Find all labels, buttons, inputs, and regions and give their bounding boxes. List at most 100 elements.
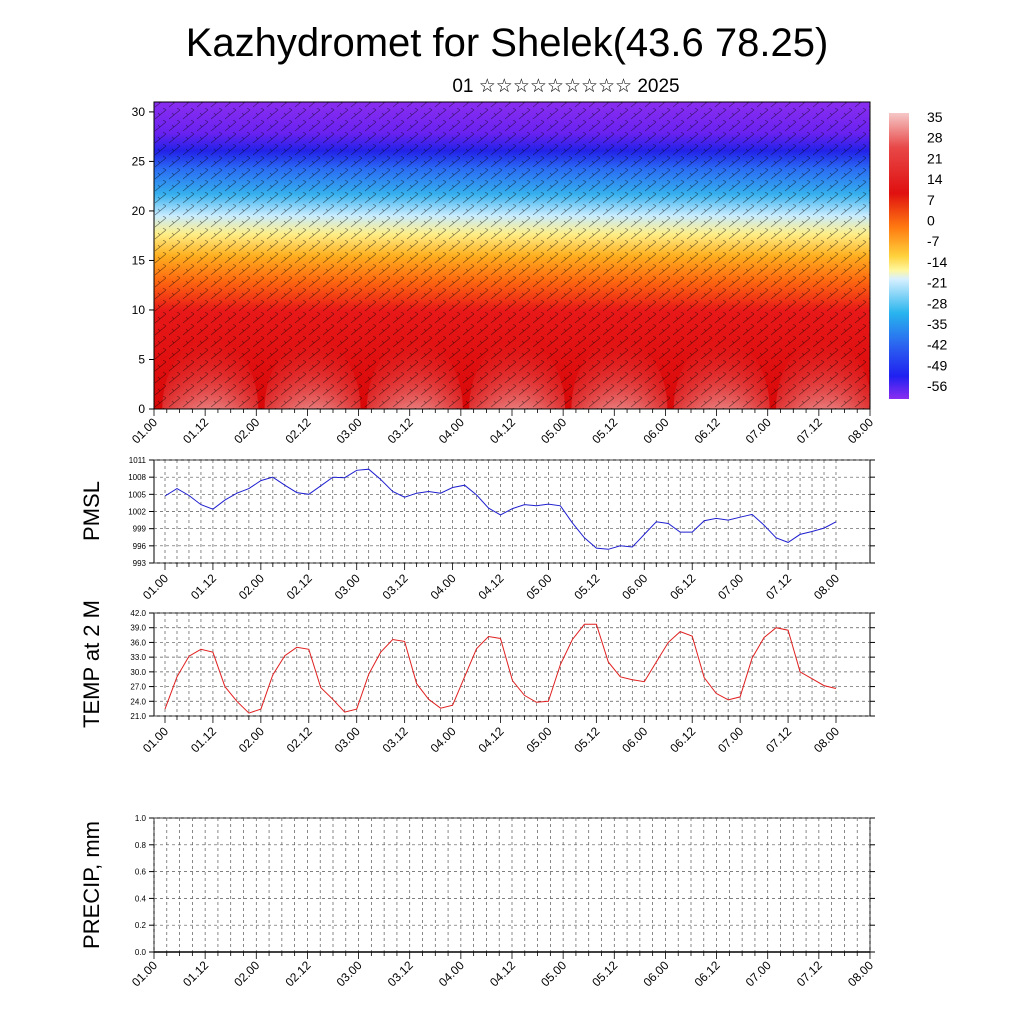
temp-y-tick-label: 30.0 xyxy=(130,668,146,677)
pmsl-x-tick-label: 04.00 xyxy=(428,571,459,602)
cross-section-y-tick-label: 0 xyxy=(138,402,145,416)
precip-x-tick-label: 01.00 xyxy=(129,958,160,989)
pmsl-x-tick-label: 06.12 xyxy=(667,571,698,602)
cross-section-x-tick-label: 04.12 xyxy=(487,415,518,446)
pmsl-series-line xyxy=(164,468,837,550)
colorbar-label: -28 xyxy=(927,295,947,311)
colorbar: 35 28 21 14 7 0 -7 -14 -21 -28 -35 -42 -49 -56 xyxy=(889,109,947,399)
cross-section-x-tick-label: 04.00 xyxy=(436,415,467,446)
colorbar-label: -7 xyxy=(927,233,940,249)
temp-x-tick-label: 01.12 xyxy=(188,724,219,755)
colorbar-label: -21 xyxy=(927,275,947,291)
temp-y-tick-label: 27.0 xyxy=(130,683,146,692)
cross-section-y-tick-label: 10 xyxy=(132,303,146,317)
precip-y-tick-label: 0.2 xyxy=(135,921,147,930)
temp-x-tick-label: 02.12 xyxy=(284,724,315,755)
precip-x-tick-label: 05.12 xyxy=(589,958,620,989)
temp-y-tick-label: 42.0 xyxy=(130,609,146,618)
cross-section-x-tick-label: 01.00 xyxy=(129,415,160,446)
temp-x-tick-label: 05.12 xyxy=(571,724,602,755)
pmsl-panel: 993 996 999 1002 1005 1008 1011 01.00 01.12 02.0… xyxy=(79,456,875,602)
precip-x-axis: 01.00 01.12 02.00 02.12 03.00 03.12 04.00 04.12… xyxy=(129,952,876,989)
pmsl-y-axis: 993 996 999 1002 1005 1008 1011 xyxy=(128,456,875,568)
cross-section-x-tick-label: 02.00 xyxy=(231,415,262,446)
pmsl-x-tick-label: 04.12 xyxy=(475,571,506,602)
pmsl-grid xyxy=(154,459,870,564)
temp-x-tick-label: 07.00 xyxy=(715,724,746,755)
pmsl-y-tick-label: 993 xyxy=(133,559,147,568)
precip-panel: 0.00.20.40.60.81.0 01.00 01.12 02.00 02.12 0… xyxy=(79,814,876,989)
precip-grid xyxy=(153,817,871,953)
cross-section-x-tick-label: 03.12 xyxy=(385,415,416,446)
colorbar-label: -56 xyxy=(927,378,947,394)
temp-series-line xyxy=(164,623,837,714)
temp-y-tick-label: 36.0 xyxy=(130,638,146,647)
pmsl-x-tick-label: 05.00 xyxy=(523,571,554,602)
pmsl-x-tick-label: 01.00 xyxy=(140,571,171,602)
page-subtitle: 01 ☆☆☆☆☆☆☆☆☆ 2025 xyxy=(452,76,679,97)
cross-section-y-tick-label: 15 xyxy=(132,253,146,267)
pmsl-axis-label: PMSL xyxy=(79,481,104,541)
colorbar-labels: 35 28 21 14 7 0 -7 -14 -21 -28 -35 -42 -49 -56 xyxy=(927,109,947,394)
temp-x-tick-label: 03.00 xyxy=(332,724,363,755)
cross-section-x-tick-label: 06.00 xyxy=(640,415,671,446)
colorbar-label: 28 xyxy=(927,130,943,146)
temp-y-tick-label: 24.0 xyxy=(130,697,146,706)
precip-axis-label: PRECIP, mm xyxy=(79,821,104,949)
cross-section-x-tick-label: 06.12 xyxy=(692,415,723,446)
wind-barbs-field xyxy=(154,102,870,409)
colorbar-label: -49 xyxy=(927,357,947,373)
cross-section-y-tick-label: 20 xyxy=(132,204,146,218)
temp-y-tick-label: 39.0 xyxy=(130,624,146,633)
pmsl-x-tick-label: 03.12 xyxy=(380,571,411,602)
precip-y-tick-label: 1.0 xyxy=(135,814,147,823)
colorbar-label: -35 xyxy=(927,316,947,332)
precip-x-tick-label: 02.00 xyxy=(231,958,262,989)
temp-x-tick-label: 06.00 xyxy=(619,724,650,755)
cross-section-y-tick-label: 25 xyxy=(132,154,146,168)
temp-panel: 21.0 24.0 27.0 30.0 33.0 36.0 39.0 42.0 01.00 01… xyxy=(79,600,875,755)
temp-y-tick-label: 33.0 xyxy=(130,653,146,662)
cross-section-x-tick-label: 02.12 xyxy=(282,415,313,446)
precip-y-axis: 0.0 0.2 0.4 0.6 0.8 1.0 xyxy=(135,814,875,957)
precip-x-tick-label: 03.12 xyxy=(385,958,416,989)
cross-section-x-tick-label: 07.00 xyxy=(743,415,774,446)
pmsl-y-tick-label: 996 xyxy=(133,542,147,551)
precip-x-tick-label: 02.12 xyxy=(282,958,313,989)
colorbar-label: 21 xyxy=(927,150,943,166)
pmsl-y-tick-label: 1005 xyxy=(128,490,146,499)
temp-x-tick-label: 02.00 xyxy=(236,724,267,755)
temp-x-tick-label: 01.00 xyxy=(140,724,171,755)
pmsl-x-tick-label: 06.00 xyxy=(619,571,650,602)
temp-x-tick-label: 04.12 xyxy=(475,724,506,755)
temp-x-tick-label: 07.12 xyxy=(763,724,794,755)
cross-section-panel: 0 5 10 15 20 25 30 01.00 01.12 02.00 02.12 03.00 03… xyxy=(129,101,876,446)
pmsl-x-tick-label: 03.00 xyxy=(332,571,363,602)
precip-x-tick-label: 05.00 xyxy=(538,958,569,989)
precip-y-tick-label: 0.8 xyxy=(135,841,147,850)
pmsl-x-tick-label: 05.12 xyxy=(571,571,602,602)
temp-x-tick-label: 06.12 xyxy=(667,724,698,755)
pmsl-x-tick-label: 02.12 xyxy=(284,571,315,602)
temp-x-axis: 01.00 01.12 02.00 02.12 03.00 03.12 04.00 04.12… xyxy=(140,716,842,755)
precip-y-tick-label: 0.0 xyxy=(135,948,147,957)
page-title: Kazhydromet for Shelek(43.6 78.25) xyxy=(186,21,829,65)
pmsl-x-tick-label: 07.12 xyxy=(763,571,794,602)
cross-section-x-tick-label: 03.00 xyxy=(334,415,365,446)
cross-section-x-tick-label: 01.12 xyxy=(180,415,211,446)
colorbar-scale xyxy=(889,113,909,399)
precip-x-tick-label: 04.12 xyxy=(487,958,518,989)
pmsl-x-axis: 01.00 01.12 02.00 02.12 03.00 03.12 04.00 04.12… xyxy=(140,563,842,602)
temp-grid xyxy=(154,612,870,717)
pmsl-x-tick-label: 07.00 xyxy=(715,571,746,602)
cross-section-y-tick-label: 5 xyxy=(138,352,145,366)
pmsl-y-tick-label: 1008 xyxy=(128,473,146,482)
precip-x-tick-label: 08.00 xyxy=(845,958,876,989)
pmsl-y-tick-label: 1011 xyxy=(129,456,147,465)
precip-x-tick-label: 06.00 xyxy=(640,958,671,989)
precip-x-tick-label: 07.12 xyxy=(794,958,825,989)
temp-x-tick-label: 03.12 xyxy=(380,724,411,755)
temp-y-tick-label: 21.0 xyxy=(130,712,146,721)
precip-x-tick-label: 04.00 xyxy=(436,958,467,989)
